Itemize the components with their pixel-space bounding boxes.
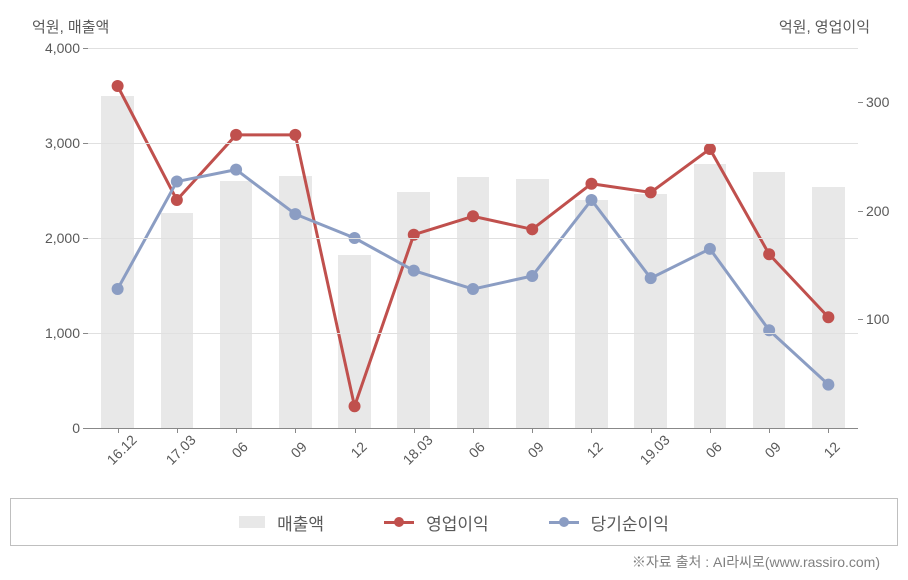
x-tick-mark [414,428,415,433]
gridline [88,143,858,144]
x-tick-mark [591,428,592,433]
source-attribution: ※자료 출처 : AI라씨로(www.rassiro.com) [632,552,880,572]
line-marker [112,283,124,295]
tick-mark [858,102,863,103]
x-tick-mark [295,428,296,433]
y-tick-right: 100 [866,311,908,327]
line-marker [467,210,479,222]
gridline [88,238,858,239]
legend-item-line-2: 당기순이익 [549,510,669,535]
line-marker [349,400,361,412]
legend: 매출액 영업이익 당기순이익 [10,498,898,546]
gridline [88,48,858,49]
y-tick-right: 300 [866,94,908,110]
x-tick-label: 06 [702,438,724,460]
tick-mark [858,319,863,320]
line-marker [171,176,183,188]
x-tick-label: 06 [229,438,251,460]
line-marker [704,243,716,255]
line-marker [171,194,183,206]
x-tick-label: 12 [821,438,843,460]
line-marker [112,80,124,92]
y-tick-left: 4,000 [30,40,80,56]
line-marker [467,283,479,295]
x-tick-label: 06 [465,438,487,460]
line-marker [230,129,242,141]
line-series [118,86,829,406]
tick-mark [83,333,88,334]
y-tick-left: 0 [30,420,80,436]
chart-container: 억원, 매출액 억원, 영업이익 01,0002,0003,0004,00010… [10,10,898,485]
line-marker [822,379,834,391]
x-tick-label: 09 [288,438,310,460]
plot-area: 01,0002,0003,0004,00010020030016.1217.03… [88,48,858,428]
x-tick-mark [828,428,829,433]
line-marker [230,164,242,176]
y-tick-right: 200 [866,203,908,219]
gridline [88,333,858,334]
x-tick-label: 12 [347,438,369,460]
x-tick-mark [118,428,119,433]
x-tick-label: 09 [525,438,547,460]
legend-item-bar: 매출액 [239,510,324,535]
y-tick-left: 3,000 [30,135,80,151]
y-axis-right-title: 억원, 영업이익 [779,16,870,37]
tick-mark [83,238,88,239]
x-tick-label: 16.12 [103,432,139,468]
line-icon [549,516,579,528]
line-marker [526,270,538,282]
line-marker [585,194,597,206]
legend-label-bar: 매출액 [277,510,324,535]
line-marker [585,178,597,190]
line-marker [289,208,301,220]
x-tick-label: 19.03 [636,432,672,468]
x-tick-mark [710,428,711,433]
tick-mark [83,48,88,49]
tick-mark [858,211,863,212]
line-marker [645,186,657,198]
tick-mark [83,143,88,144]
line-marker [822,311,834,323]
x-tick-label: 18.03 [399,432,435,468]
y-axis-left-title: 억원, 매출액 [32,16,109,37]
x-tick-label: 17.03 [162,432,198,468]
line-marker [526,223,538,235]
x-tick-mark [651,428,652,433]
y-tick-left: 2,000 [30,230,80,246]
legend-label-line-2: 당기순이익 [591,510,669,535]
line-marker [704,143,716,155]
x-tick-label: 09 [762,438,784,460]
legend-label-line-1: 영업이익 [426,510,489,535]
x-tick-mark [473,428,474,433]
legend-item-line-1: 영업이익 [384,510,489,535]
line-marker [763,324,775,336]
line-marker [289,129,301,141]
x-tick-mark [769,428,770,433]
line-series [118,170,829,385]
tick-mark [83,428,88,429]
x-tick-mark [532,428,533,433]
x-tick-mark [177,428,178,433]
bar-icon [239,516,265,528]
line-marker [763,248,775,260]
y-tick-left: 1,000 [30,325,80,341]
line-marker [408,265,420,277]
x-tick-mark [236,428,237,433]
line-icon [384,516,414,528]
x-tick-label: 12 [584,438,606,460]
line-marker [645,272,657,284]
x-tick-mark [355,428,356,433]
